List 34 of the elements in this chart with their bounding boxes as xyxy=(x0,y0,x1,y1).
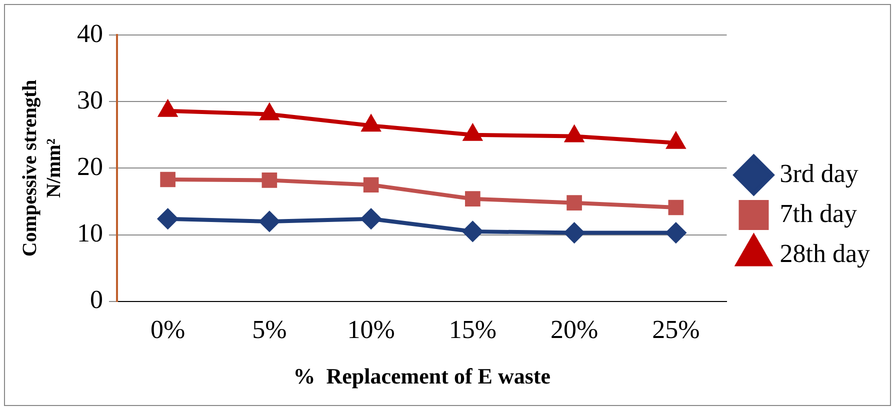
legend-label: 7th day xyxy=(780,198,857,228)
point xyxy=(361,208,382,229)
point xyxy=(668,200,684,216)
point xyxy=(566,195,582,210)
point xyxy=(160,172,176,188)
y-tick-label: 40 xyxy=(77,18,103,48)
x-tick-label: 20% xyxy=(550,314,598,344)
x-tick-label: 15% xyxy=(448,314,497,344)
point xyxy=(158,100,177,117)
point xyxy=(464,124,482,141)
y-tick-label: 0 xyxy=(90,285,103,314)
x-tick-label: 10% xyxy=(347,314,395,344)
x-tick-label: 25% xyxy=(652,314,700,344)
x-axis-title: % Replacement of E waste xyxy=(293,363,551,388)
point xyxy=(259,211,280,232)
x-tick-label: 0% xyxy=(150,314,186,344)
point xyxy=(262,172,278,188)
y-tick-label: 10 xyxy=(77,218,103,248)
point xyxy=(564,222,584,243)
y-tick-label: 30 xyxy=(77,85,103,114)
point xyxy=(363,177,379,193)
point xyxy=(260,104,278,120)
point xyxy=(465,191,480,206)
x-tick-label: 5% xyxy=(252,314,287,344)
legend-label: 28th day xyxy=(780,238,870,268)
point xyxy=(565,126,584,142)
point xyxy=(666,132,685,149)
point xyxy=(362,116,380,132)
y-axis-title: Compessive strength N/mm² xyxy=(19,80,66,257)
point xyxy=(158,208,178,229)
point xyxy=(462,221,483,242)
point xyxy=(666,222,686,243)
legend-label: 3rd day xyxy=(780,158,858,188)
y-tick-label: 20 xyxy=(77,152,103,182)
